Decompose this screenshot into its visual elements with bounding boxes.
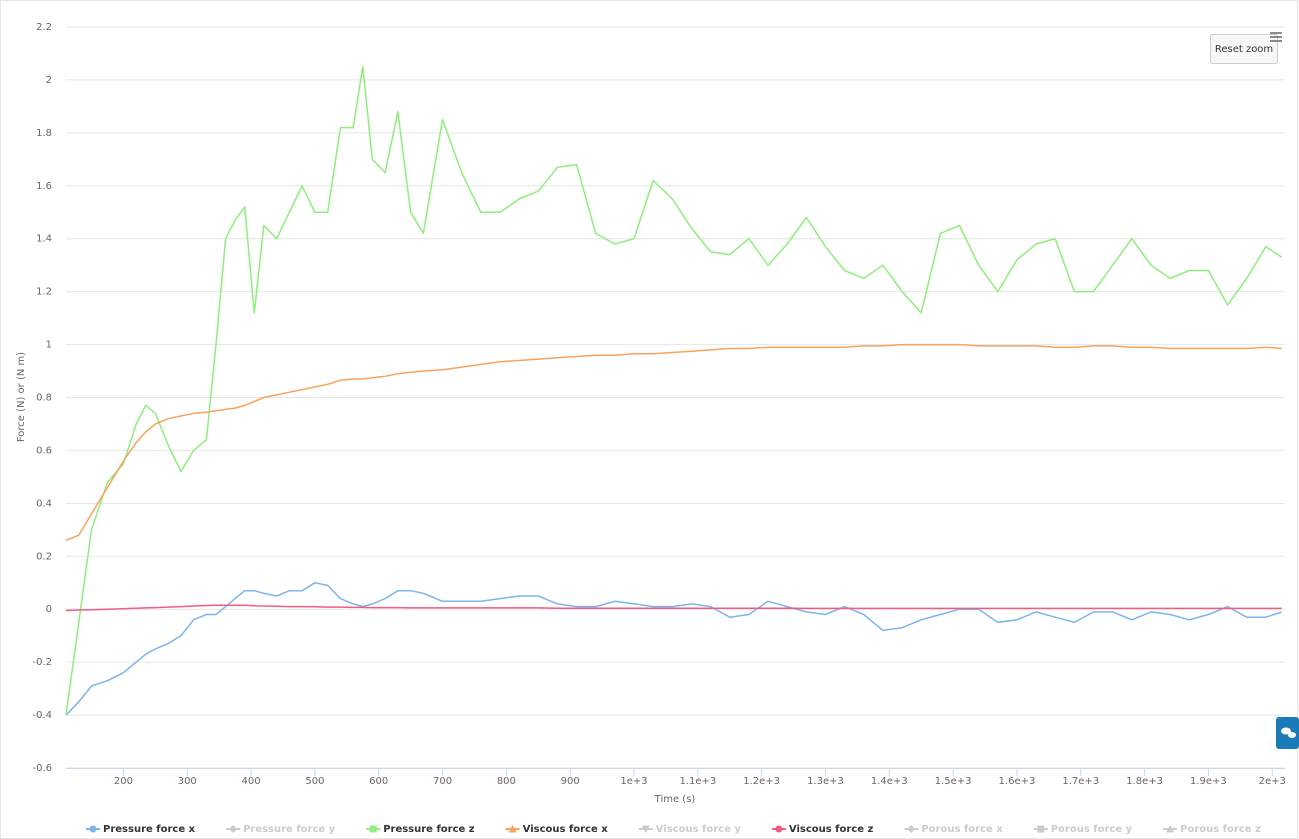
reset-zoom-button[interactable]: Reset zoom bbox=[1210, 34, 1278, 64]
legend-item[interactable]: Porous force x bbox=[904, 824, 1003, 835]
y-tick-label: 0 bbox=[46, 604, 52, 615]
series-line bbox=[65, 65, 1283, 716]
y-tick-label: 1.6 bbox=[36, 181, 52, 192]
legend-symbol[interactable] bbox=[775, 825, 783, 833]
y-tick-label: 0.8 bbox=[36, 393, 52, 404]
y-tick-label: 1.4 bbox=[36, 234, 52, 245]
button-box[interactable] bbox=[1210, 34, 1278, 64]
x-tick-label: 1.3e+3 bbox=[807, 776, 844, 787]
legend-item[interactable]: Pressure force x bbox=[86, 824, 196, 835]
legend: Pressure force x Pressure force y Pressure… bbox=[86, 824, 1261, 835]
x-axis-title: Time (s) bbox=[654, 794, 696, 805]
legend-label[interactable]: Viscous force z bbox=[789, 824, 874, 835]
legend-label[interactable]: Viscous force x bbox=[523, 824, 609, 835]
menu-icon[interactable] bbox=[1270, 32, 1282, 42]
y-tick-label: 0.2 bbox=[36, 551, 52, 562]
legend-item[interactable]: Viscous force y bbox=[638, 824, 742, 835]
button-label[interactable]: Reset zoom bbox=[1215, 44, 1273, 55]
x-tick-label: 1.5e+3 bbox=[935, 776, 972, 787]
series-line bbox=[65, 582, 1283, 716]
legend-label[interactable]: Porous force x bbox=[921, 824, 1003, 835]
y-tick-label: 0.4 bbox=[36, 498, 52, 509]
legend-item[interactable]: Viscous force x bbox=[505, 824, 609, 835]
x-tick-label: 2e+3 bbox=[1259, 776, 1286, 787]
y-tick-label: -0.2 bbox=[32, 657, 52, 668]
y-tick-label: -0.6 bbox=[32, 763, 52, 774]
x-tick-label: 1.8e+3 bbox=[1126, 776, 1163, 787]
legend-symbol[interactable] bbox=[1166, 825, 1175, 833]
x-tick-label: 1.7e+3 bbox=[1062, 776, 1099, 787]
axes: -0.6 -0.4 -0.2 0 0.2 0.4 0.6 0.8 1 1.2 1.4 1.6 1.8 2 2… bbox=[32, 22, 1285, 787]
x-tick-label: 1.9e+3 bbox=[1190, 776, 1227, 787]
legend-item[interactable]: Pressure force y bbox=[226, 824, 336, 835]
x-tick-label: 500 bbox=[305, 776, 324, 787]
y-axis-title: Force (N) or (N m) bbox=[16, 352, 27, 442]
legend-label[interactable]: Pressure force z bbox=[383, 824, 475, 835]
x-tick-label: 1.6e+3 bbox=[999, 776, 1036, 787]
x-tick-label: 1e+3 bbox=[620, 776, 647, 787]
legend-symbol[interactable] bbox=[369, 825, 377, 833]
x-tick-label: 400 bbox=[242, 776, 261, 787]
chat-bubble[interactable] bbox=[1288, 732, 1296, 738]
legend-label[interactable]: Viscous force y bbox=[656, 824, 742, 835]
legend-symbol[interactable] bbox=[1037, 825, 1045, 833]
x-tick-label: 300 bbox=[178, 776, 197, 787]
chat-button[interactable] bbox=[1276, 717, 1299, 749]
legend-item[interactable]: Pressure force z bbox=[366, 824, 475, 835]
y-tick-label: 1.8 bbox=[36, 128, 52, 139]
legend-item[interactable]: Viscous force z bbox=[771, 824, 874, 835]
legend-symbol[interactable] bbox=[229, 825, 238, 833]
legend-label[interactable]: Porous force z bbox=[1180, 824, 1261, 835]
legend-symbol[interactable] bbox=[907, 825, 916, 833]
x-tick-label: 700 bbox=[433, 776, 452, 787]
legend-item[interactable]: Porous force z bbox=[1163, 824, 1261, 835]
x-tick-label: 900 bbox=[561, 776, 580, 787]
y-tick-label: -0.4 bbox=[32, 710, 52, 721]
x-tick-label: 1.2e+3 bbox=[743, 776, 780, 787]
y-tick-label: 1.2 bbox=[36, 287, 52, 298]
legend-label[interactable]: Porous force y bbox=[1051, 824, 1133, 835]
x-tick-label: 800 bbox=[497, 776, 516, 787]
legend-symbol[interactable] bbox=[508, 825, 517, 833]
legend-symbol[interactable] bbox=[641, 825, 650, 834]
y-tick-label: 0.6 bbox=[36, 445, 52, 456]
legend-symbol[interactable] bbox=[89, 825, 97, 833]
y-tick-label: 1 bbox=[46, 340, 52, 351]
chat-bubble[interactable] bbox=[1281, 727, 1291, 735]
x-tick-label: 600 bbox=[369, 776, 388, 787]
x-tick-label: 1.4e+3 bbox=[871, 776, 908, 787]
x-tick-label: 1.1e+3 bbox=[679, 776, 716, 787]
x-tick-label: 200 bbox=[114, 776, 133, 787]
legend-label[interactable]: Pressure force y bbox=[243, 824, 336, 835]
plot-area bbox=[65, 65, 1283, 716]
legend-label[interactable]: Pressure force x bbox=[103, 824, 196, 835]
y-tick-label: 2 bbox=[46, 75, 52, 86]
y-tick-label: 2.2 bbox=[36, 22, 52, 33]
series-line bbox=[65, 604, 1282, 612]
series-line bbox=[65, 343, 1282, 542]
legend-item[interactable]: Porous force y bbox=[1033, 824, 1133, 835]
grid bbox=[66, 26, 1285, 769]
